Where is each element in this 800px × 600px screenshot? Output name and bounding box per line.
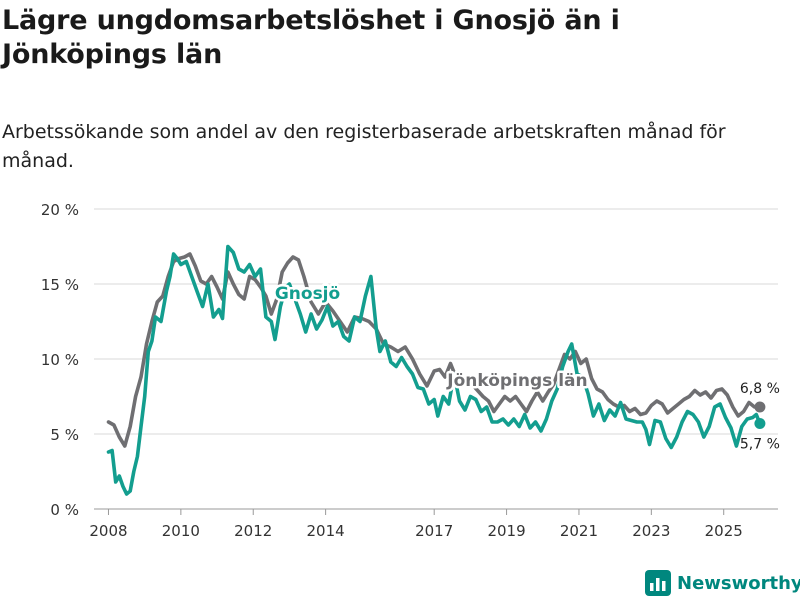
y-tick-label: 20 % (41, 201, 79, 219)
x-tick-label: 2019 (487, 522, 525, 540)
x-tick-label: 2023 (632, 522, 670, 540)
y-tick-label: 15 % (41, 276, 79, 294)
series-name-label: Gnosjö (275, 284, 340, 304)
bar-chart-icon (645, 570, 671, 596)
y-axis: 0 % 5 % 10 % 15 % 20 % (41, 201, 79, 519)
x-tick-label: 2008 (89, 522, 127, 540)
series-name-label: Jönköpings län (446, 371, 587, 391)
series-line-j-nk-pings-l-n (106, 252, 762, 448)
end-point-j-nk-pings-l-n (754, 401, 766, 413)
series-line-gnosj- (106, 244, 762, 496)
end-value-label: 5,7 % (740, 437, 780, 453)
x-axis: 2008 2010 2012 2014 2017 2019 2021 2023 2025 (89, 509, 743, 540)
end-value-label: 6,8 % (740, 381, 780, 397)
x-tick-label: 2017 (415, 522, 453, 540)
y-tick-label: 0 % (50, 501, 79, 519)
x-tick-label: 2021 (560, 522, 598, 540)
x-tick-label: 2010 (162, 522, 200, 540)
x-tick-label: 2014 (307, 522, 345, 540)
y-tick-label: 10 % (41, 351, 79, 369)
series-labels: Gnosjö Jönköpings län 6,8 % 5,7 % (272, 282, 780, 453)
x-tick-label: 2012 (234, 522, 272, 540)
brand-logo: Newsworthy (645, 569, 800, 597)
end-point-gnosj- (754, 418, 766, 429)
brand-name: Newsworthy (677, 572, 800, 594)
chart-subtitle: Arbetssökande som andel av den registerb… (2, 121, 726, 172)
x-tick-label: 2025 (705, 522, 743, 540)
series-lines (106, 244, 766, 496)
y-tick-label: 5 % (50, 426, 79, 444)
chart-title: Lägre ungdomsarbetslöshet i Gnosjö än i … (2, 5, 620, 70)
grid-lines (94, 208, 778, 510)
